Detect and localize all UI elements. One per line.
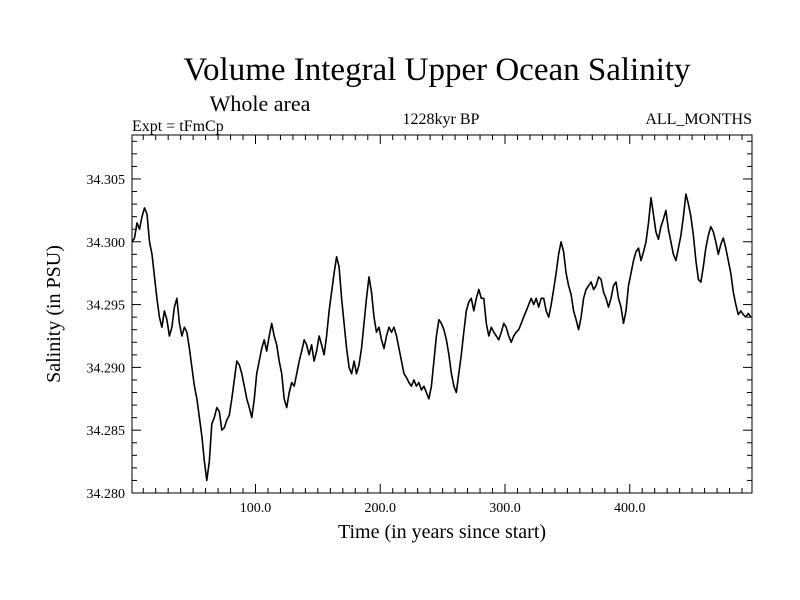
y-tick-label: 34.305 bbox=[87, 173, 126, 188]
y-tick-label: 34.290 bbox=[87, 361, 126, 376]
y-tick-label: 34.295 bbox=[87, 299, 126, 314]
x-axis: 100.0 200.0 300.0 400.0 bbox=[142, 135, 743, 516]
period-label: 1228kyr BP bbox=[403, 111, 480, 128]
experiment-label: Expt = tFmCp bbox=[132, 118, 224, 135]
x-axis-label: Time (in years since start) bbox=[338, 521, 546, 543]
x-tick-label: 400.0 bbox=[614, 501, 646, 516]
chart-title: Volume Integral Upper Ocean Salinity bbox=[183, 52, 691, 88]
y-tick-label: 34.280 bbox=[87, 487, 126, 502]
x-tick-label: 200.0 bbox=[364, 501, 396, 516]
months-label: ALL_MONTHS bbox=[645, 111, 752, 128]
y-tick-label: 34.300 bbox=[87, 236, 126, 251]
plot-frame bbox=[131, 134, 753, 494]
y-axis-label: Salinity (in PSU) bbox=[43, 245, 65, 383]
x-tick-label: 300.0 bbox=[489, 501, 521, 516]
series-line-salinity bbox=[131, 193, 752, 482]
x-tick-label: 100.0 bbox=[240, 501, 272, 516]
chart-subtitle: Whole area bbox=[210, 91, 311, 116]
y-axis: 34.280 34.285 34.290 34.295 34.300 34.305 bbox=[87, 140, 752, 502]
y-tick-label: 34.285 bbox=[87, 424, 126, 439]
